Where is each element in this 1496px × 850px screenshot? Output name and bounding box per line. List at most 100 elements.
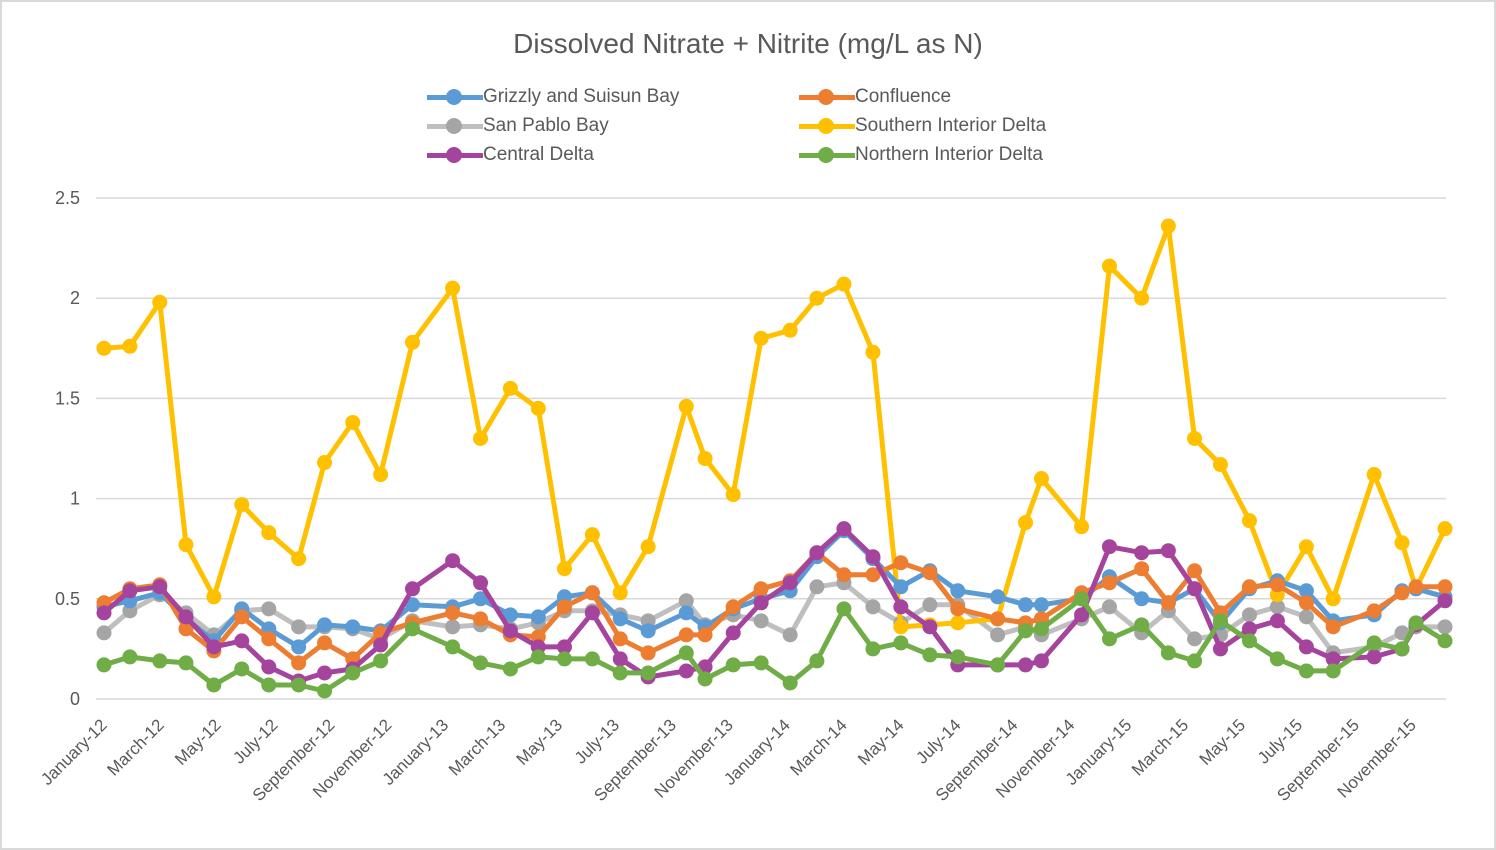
data-point — [1394, 535, 1410, 551]
data-point — [445, 619, 461, 635]
data-point — [1187, 631, 1203, 647]
data-point — [1033, 597, 1049, 613]
data-point — [445, 639, 461, 655]
data-point — [1241, 579, 1257, 595]
legend-marker-icon — [427, 145, 483, 165]
data-point — [1101, 575, 1117, 591]
data-point — [445, 605, 461, 621]
data-point — [1212, 613, 1228, 629]
data-point — [1033, 471, 1049, 487]
data-point — [404, 597, 420, 613]
legend-item-san-pablo-bay[interactable]: San Pablo Bay — [427, 113, 609, 139]
data-point — [404, 621, 420, 637]
data-point — [1298, 609, 1314, 625]
data-point — [1134, 290, 1150, 306]
legend-item-confluence[interactable]: Confluence — [799, 84, 951, 110]
data-point — [122, 338, 138, 354]
x-tick-label: March-15 — [1128, 715, 1192, 779]
data-point — [473, 655, 489, 671]
data-point — [1269, 577, 1285, 593]
data-point — [445, 280, 461, 296]
data-point — [678, 627, 694, 643]
data-point — [178, 537, 194, 553]
data-point — [1033, 653, 1049, 669]
data-point — [1408, 579, 1424, 595]
legend-label: Confluence — [855, 86, 952, 107]
data-point — [317, 617, 333, 633]
data-point — [753, 595, 769, 611]
data-point — [1074, 519, 1090, 535]
data-point — [556, 651, 572, 667]
data-point — [1018, 623, 1034, 639]
data-point — [261, 659, 277, 675]
data-point — [530, 649, 546, 665]
data-point — [317, 683, 333, 699]
data-point — [502, 380, 518, 396]
data-point — [1212, 457, 1228, 473]
legend-marker-icon — [799, 87, 855, 107]
legend-marker-icon — [799, 116, 855, 136]
data-point — [373, 467, 389, 483]
y-tick-label: 0.5 — [55, 589, 80, 609]
data-point — [373, 637, 389, 653]
data-point — [584, 527, 600, 543]
data-point — [1437, 521, 1453, 537]
x-tick-label: May-13 — [513, 715, 567, 769]
x-tick-label: July-13 — [571, 715, 623, 767]
data-point — [950, 649, 966, 665]
data-point — [1437, 619, 1453, 635]
data-point — [678, 605, 694, 621]
data-point — [1160, 543, 1176, 559]
data-point — [782, 575, 798, 591]
data-point — [753, 330, 769, 346]
legend-item-grizzly-suisun-bay[interactable]: Grizzly and Suisun Bay — [427, 84, 679, 110]
data-point — [725, 657, 741, 673]
data-point — [291, 677, 307, 693]
data-point — [317, 665, 333, 681]
data-point — [1018, 657, 1034, 673]
legend-marker-icon — [799, 145, 855, 165]
data-point — [782, 675, 798, 691]
data-point — [865, 567, 881, 583]
data-point — [1298, 539, 1314, 555]
data-point — [96, 340, 112, 356]
data-point — [502, 623, 518, 639]
data-point — [725, 625, 741, 641]
legend-item-northern-interior-delta[interactable]: Northern Interior Delta — [799, 142, 1043, 168]
legend-label: Central Delta — [483, 144, 594, 165]
data-point — [261, 601, 277, 617]
legend-item-southern-interior-delta[interactable]: Southern Interior Delta — [799, 113, 1046, 139]
y-tick-label: 1 — [70, 489, 80, 509]
data-point — [1134, 545, 1150, 561]
data-point — [893, 555, 909, 571]
data-point — [1241, 607, 1257, 623]
data-point — [1134, 591, 1150, 607]
data-point — [291, 619, 307, 635]
data-point — [678, 398, 694, 414]
data-point — [234, 497, 250, 513]
data-point — [345, 414, 361, 430]
y-tick-label: 1.5 — [55, 388, 80, 408]
data-point — [697, 671, 713, 687]
legend-item-central-delta[interactable]: Central Delta — [427, 142, 594, 168]
data-point — [697, 627, 713, 643]
data-point — [1212, 641, 1228, 657]
data-point — [809, 290, 825, 306]
data-point — [782, 322, 798, 338]
data-point — [206, 677, 222, 693]
data-point — [122, 649, 138, 665]
data-point — [96, 605, 112, 621]
data-point — [1018, 597, 1034, 613]
data-point — [291, 655, 307, 671]
data-point — [1101, 539, 1117, 555]
data-point — [1437, 579, 1453, 595]
data-point — [640, 623, 656, 639]
data-point — [1074, 607, 1090, 623]
y-axis-ticks: 0 0.5 1 1.5 2 2.5 — [55, 188, 80, 709]
data-point — [809, 653, 825, 669]
data-point — [373, 653, 389, 669]
y-tick-label: 2.5 — [55, 188, 80, 208]
data-point — [1160, 595, 1176, 611]
data-point — [865, 641, 881, 657]
